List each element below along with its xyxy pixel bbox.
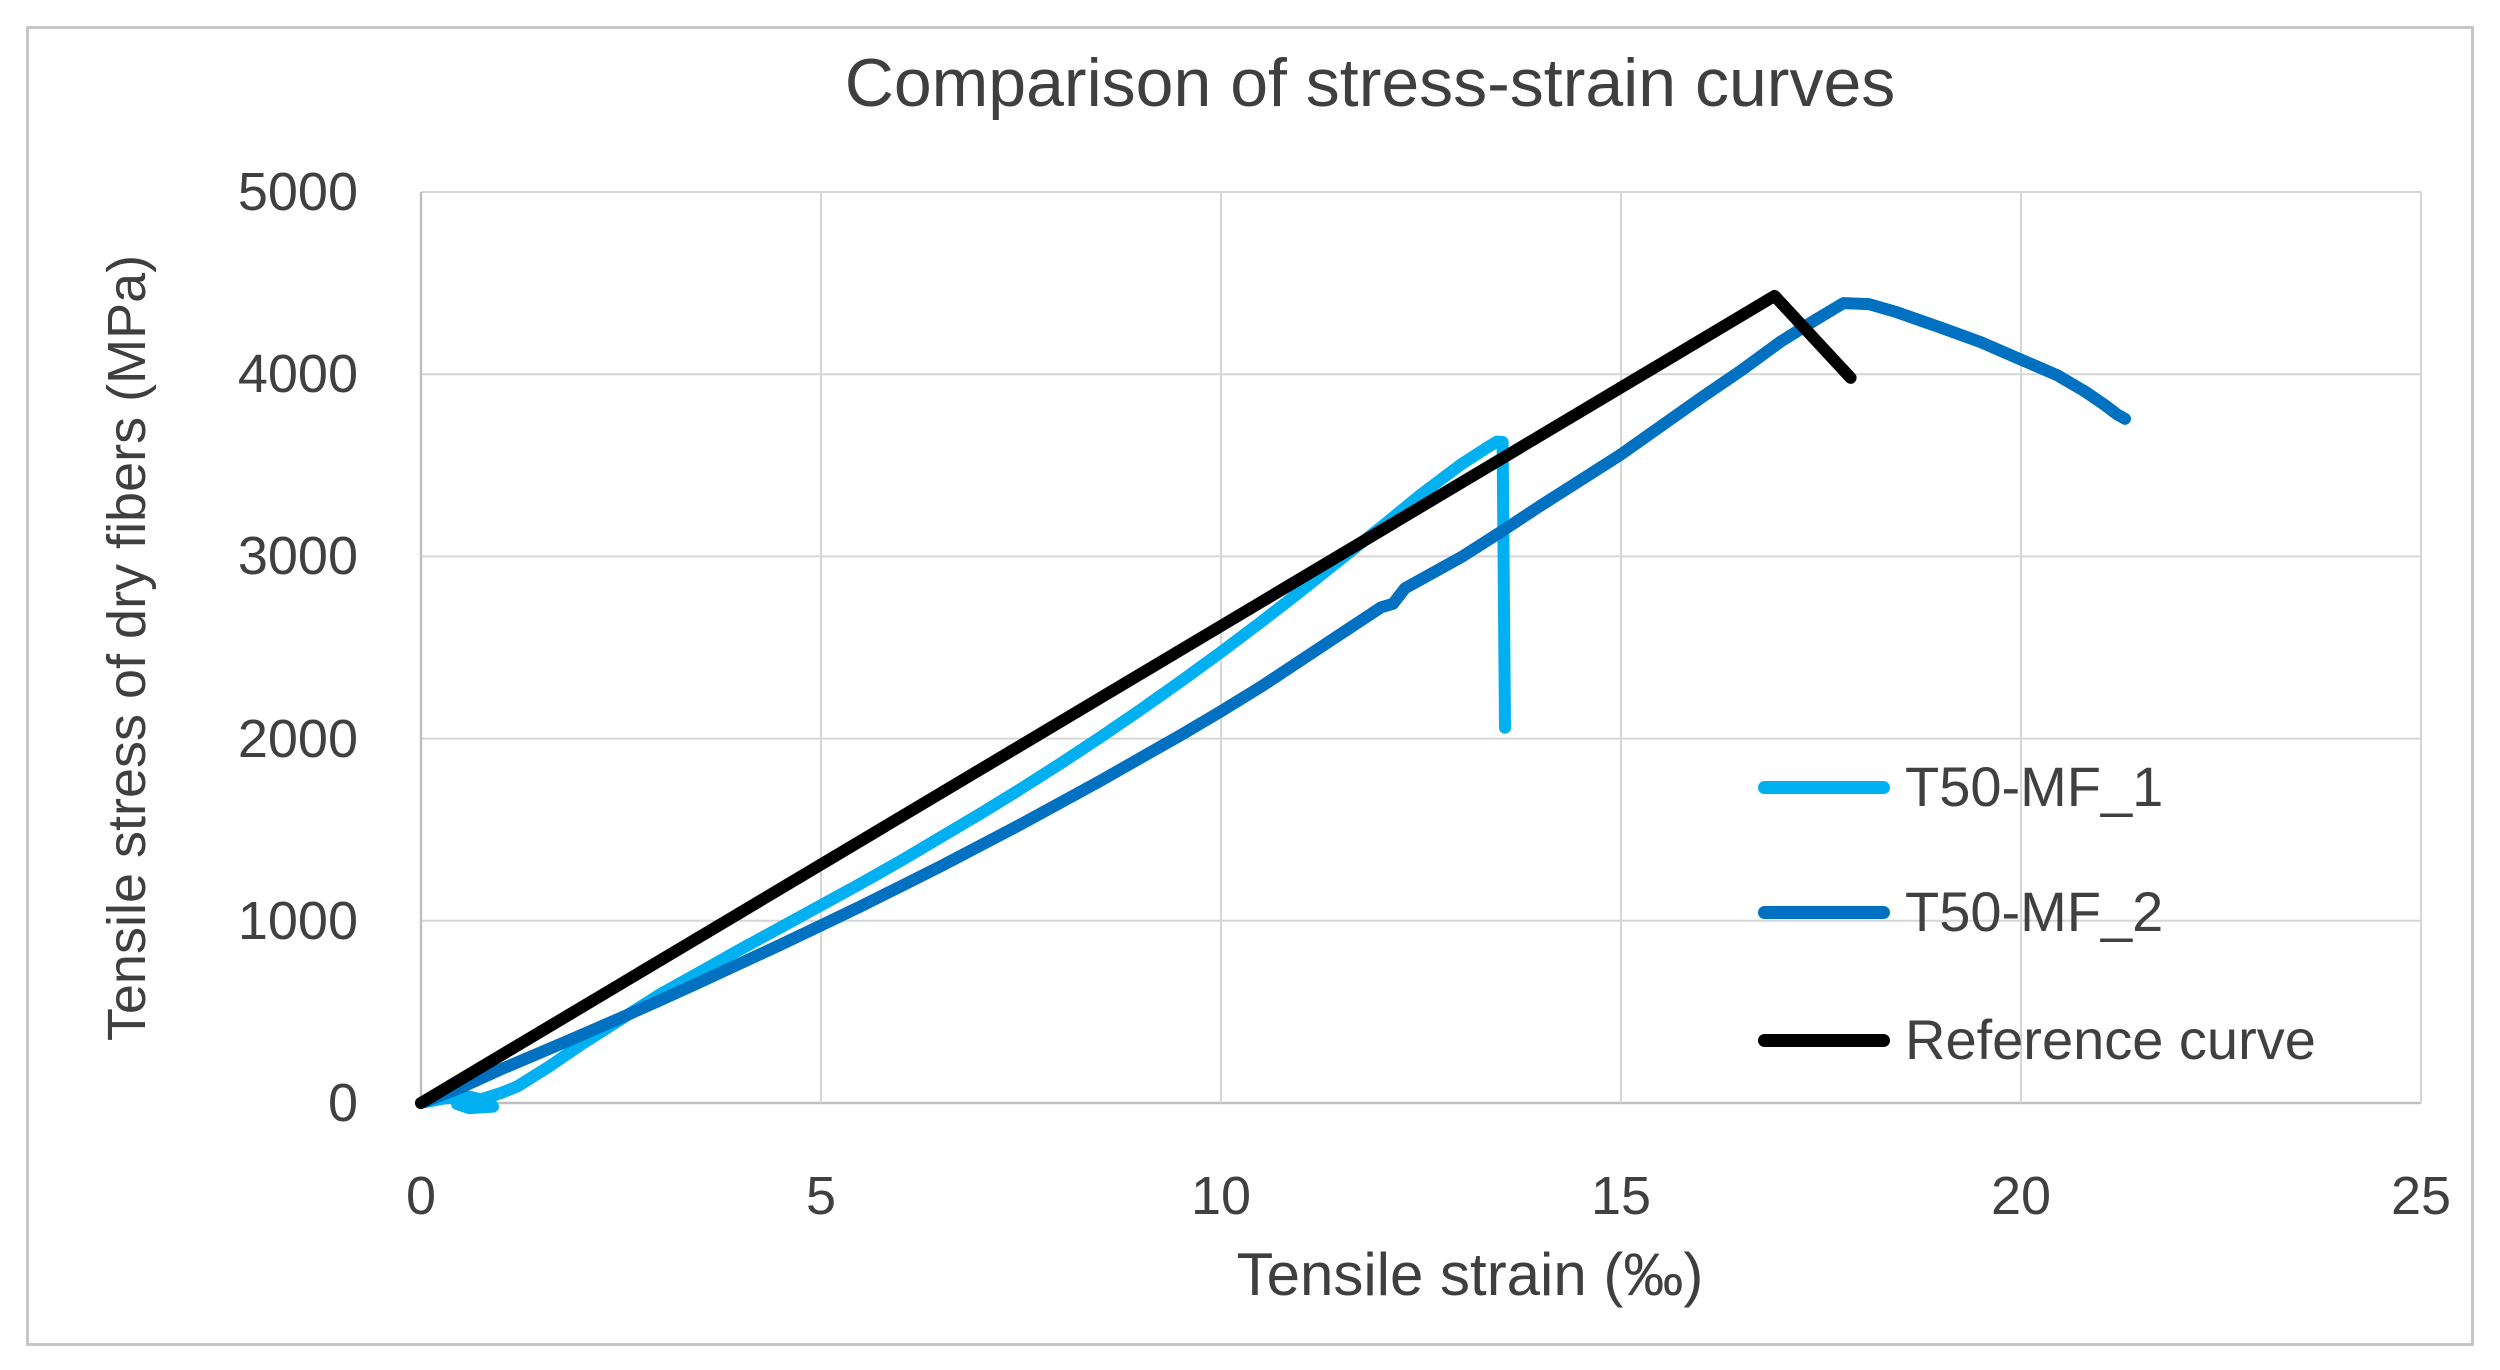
x-tick-label: 15: [1590, 1166, 1652, 1226]
x-tick-label: 20: [1990, 1166, 2052, 1226]
x-axis-title: Tensile strain (‰): [1236, 1241, 1704, 1308]
legend-swatch: [1758, 906, 1890, 919]
y-tick-label: 2000: [237, 708, 358, 769]
y-tick-label: 4000: [237, 344, 358, 405]
series-line-Reference curve: [415, 289, 1857, 1109]
y-tick-label: 3000: [237, 526, 358, 587]
y-axis-title: Tensile stress of dry fibers (MPa): [97, 254, 157, 1042]
x-tick-label: 0: [405, 1166, 437, 1226]
legend-item: Reference curve: [1758, 1005, 2398, 1075]
y-tick-label: 0: [327, 1073, 358, 1133]
y-tick-label: 1000: [237, 890, 358, 951]
x-tick-label: 10: [1190, 1166, 1252, 1226]
legend-swatch: [1758, 1034, 1890, 1047]
legend-label: T50-MF_2: [1905, 880, 2164, 943]
series-line-T50-MF_2: [415, 297, 2131, 1109]
x-tick-label: 5: [805, 1166, 837, 1226]
figure-border: [26, 26, 2474, 1346]
legend-label: T50-MF_1: [1905, 755, 2164, 818]
x-tick-label: 25: [2390, 1166, 2452, 1226]
chart-title: Comparison of stress-strain curves: [844, 45, 1896, 121]
legend-item: T50-MF_1: [1758, 752, 2398, 822]
y-tick-label: 5000: [237, 162, 358, 222]
legend-item: T50-MF_2: [1758, 877, 2398, 947]
legend-label: Reference curve: [1905, 1008, 2316, 1071]
legend-swatch: [1758, 781, 1890, 794]
